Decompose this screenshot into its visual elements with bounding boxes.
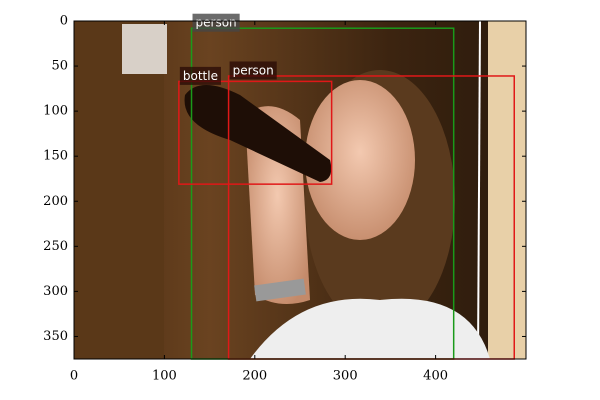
y-tick-label: 50 <box>51 59 68 74</box>
axes-frame <box>73 20 527 360</box>
y-tick-label: 200 <box>43 194 68 209</box>
x-tick-label: 0 <box>70 369 78 384</box>
x-tick-label: 200 <box>242 369 267 384</box>
y-tick-label: 0 <box>60 14 68 29</box>
box-label-background <box>192 13 240 32</box>
bounding-box <box>178 80 333 185</box>
y-tick-label: 300 <box>43 284 68 299</box>
y-tick-label: 250 <box>43 239 68 254</box>
box-label-background <box>229 61 277 80</box>
photo <box>74 21 526 359</box>
x-tick-label: 400 <box>423 369 448 384</box>
y-tick-label: 100 <box>43 104 68 119</box>
x-tick-label: 100 <box>152 369 177 384</box>
y-tick-label: 150 <box>43 149 68 164</box>
box-label-background <box>179 66 221 85</box>
x-tick-label: 300 <box>333 369 358 384</box>
box-label: bottle <box>183 69 218 83</box>
box-label: person <box>233 63 274 77</box>
box-label: person <box>196 16 237 30</box>
y-tick-label: 350 <box>43 329 68 344</box>
